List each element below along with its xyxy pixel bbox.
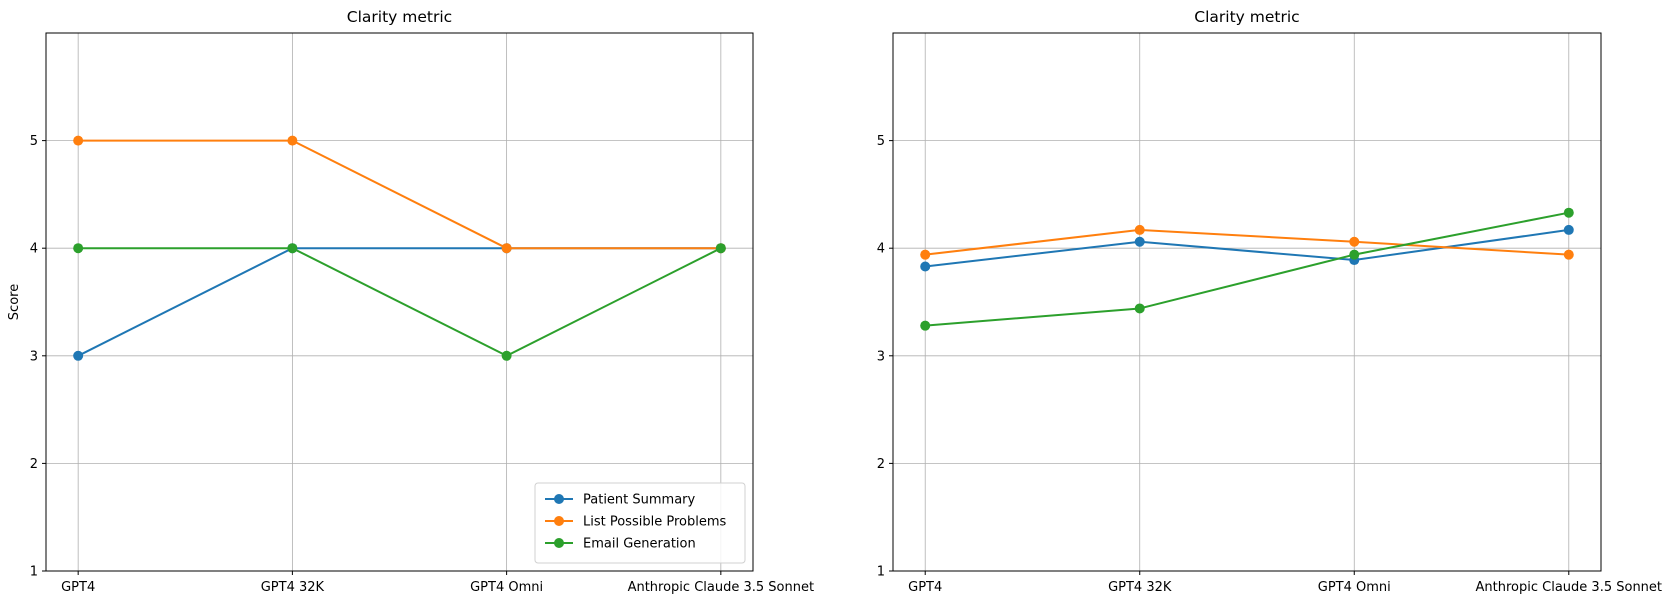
- series-email-generation: [73, 243, 726, 361]
- legend-box: [534, 482, 746, 564]
- x-tick-label: GPT4 Omni: [1318, 580, 1391, 595]
- series-patient-summary: [920, 224, 1574, 272]
- gridlines: [893, 33, 1601, 572]
- data-point: [73, 243, 84, 254]
- x-tick-label: GPT4: [908, 580, 942, 595]
- x-tick-label: GPT4: [61, 580, 95, 595]
- y-tick-label: 5: [877, 134, 885, 149]
- plot-frame: [892, 32, 1602, 572]
- data-point: [920, 261, 931, 272]
- data-point: [920, 249, 931, 260]
- legend-item: Email Generation: [545, 537, 696, 552]
- series-line: [78, 139, 721, 250]
- legend-item: List Possible Problems: [545, 515, 726, 530]
- legend-item: Patient Summary: [545, 493, 696, 508]
- data-point: [1563, 249, 1574, 260]
- y-tick-label: 3: [877, 349, 885, 364]
- series-list-possible-problems: [920, 224, 1574, 260]
- y-axis-label: Score: [7, 284, 22, 320]
- legend-label: List Possible Problems: [583, 515, 726, 530]
- y-tick-label: 3: [30, 349, 38, 364]
- y-tick-label: 2: [30, 457, 38, 472]
- data-point: [1134, 236, 1145, 247]
- data-point: [287, 243, 298, 254]
- data-point: [715, 243, 726, 254]
- data-point: [1134, 224, 1145, 235]
- data-point: [501, 243, 512, 254]
- legend: Patient Summary List Possible Problems Ema…: [534, 482, 746, 564]
- data-point: [1563, 207, 1574, 218]
- series-line: [925, 228, 1569, 256]
- legend-label: Email Generation: [583, 537, 696, 552]
- x-tick-label: Anthropic Claude 3.5 Sonnet: [1476, 580, 1663, 595]
- data-point: [287, 135, 298, 146]
- data-point: [920, 320, 931, 331]
- plot-frame: [45, 32, 754, 572]
- data-point: [1349, 236, 1360, 247]
- series-list-possible-problems: [73, 135, 726, 254]
- data-point: [1349, 249, 1360, 260]
- series-line: [78, 247, 722, 357]
- chart-panel-2: GPT4 GPT4 32K GPT4 Omni Anthropic Claude 3.…: [877, 8, 1662, 595]
- legend-marker: [554, 516, 564, 526]
- x-tick-label: GPT4 Omni: [470, 580, 543, 595]
- data-point: [501, 350, 512, 361]
- chart-panel-1: GPT4 GPT4 32K GPT4 Omni Anthropic Claude 3.…: [7, 8, 814, 595]
- legend-marker: [554, 538, 564, 548]
- data-point: [1563, 224, 1574, 235]
- series-line: [925, 211, 1569, 327]
- legend-label: Patient Summary: [583, 493, 696, 508]
- y-tick-label: 1: [30, 565, 38, 580]
- series-email-generation: [920, 207, 1574, 331]
- series-line: [925, 228, 1569, 268]
- y-tick-label: 5: [30, 134, 38, 149]
- chart-title: Clarity metric: [347, 8, 452, 26]
- legend-marker: [554, 494, 564, 504]
- data-point: [73, 135, 84, 146]
- y-tick-label: 1: [877, 565, 885, 580]
- y-tick-label: 4: [30, 242, 38, 257]
- y-tick-label: 4: [877, 242, 885, 257]
- data-point: [73, 350, 84, 361]
- x-tick-label: GPT4 32K: [261, 580, 325, 595]
- x-tick-label: GPT4 32K: [1108, 580, 1172, 595]
- data-point: [1134, 303, 1145, 314]
- y-tick-label: 2: [877, 457, 885, 472]
- chart-title: Clarity metric: [1194, 8, 1299, 26]
- x-tick-label: Anthropic Claude 3.5 Sonnet: [628, 580, 815, 595]
